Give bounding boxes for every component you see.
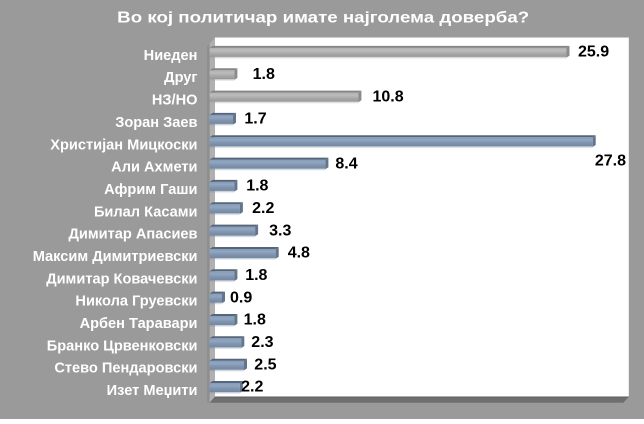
svg-text:8.4: 8.4 [335, 155, 357, 172]
svg-text:2.2: 2.2 [252, 200, 274, 217]
svg-text:Али Ахмети: Али Ахмети [111, 160, 197, 176]
svg-text:Билал Касами: Билал Касами [94, 204, 198, 220]
svg-text:Друг: Друг [164, 70, 197, 86]
svg-text:27.8: 27.8 [595, 152, 626, 169]
svg-text:Арбен Таравари: Арбен Таравари [80, 316, 198, 332]
svg-text:Изет Меџити: Изет Меџити [107, 383, 198, 399]
svg-text:0.9: 0.9 [230, 289, 252, 306]
svg-text:1.8: 1.8 [246, 178, 268, 195]
svg-text:Димитар Ковачевски: Димитар Ковачевски [46, 271, 197, 287]
svg-text:4.8: 4.8 [288, 245, 310, 262]
svg-text:2.2: 2.2 [241, 379, 263, 396]
svg-text:1.8: 1.8 [245, 267, 267, 284]
svg-text:2.5: 2.5 [254, 356, 276, 373]
svg-text:Бранко Црвенковски: Бранко Црвенковски [47, 338, 198, 354]
svg-text:1.7: 1.7 [244, 111, 266, 128]
svg-text:Стево Пендаровски: Стево Пендаровски [54, 361, 197, 377]
svg-text:3.3: 3.3 [269, 222, 291, 239]
svg-text:Максим Димитриевски: Максим Димитриевски [33, 249, 198, 265]
svg-text:Во кој политичар имате најголе: Во кој политичар имате најголема доверба… [117, 10, 529, 27]
svg-text:НЗ/НО: НЗ/НО [152, 93, 198, 109]
svg-text:10.8: 10.8 [373, 88, 404, 105]
svg-text:25.9: 25.9 [578, 44, 609, 61]
svg-text:Африм Гаши: Африм Гаши [104, 182, 197, 198]
svg-text:1.8: 1.8 [244, 312, 266, 329]
svg-text:Ниеден: Ниеден [144, 48, 198, 64]
svg-text:1.8: 1.8 [253, 66, 275, 83]
svg-text:Димитар Апасиев: Димитар Апасиев [68, 227, 197, 243]
svg-text:Христијан Мицкоски: Христијан Мицкоски [50, 137, 197, 153]
svg-text:Никола Груевски: Никола Груевски [75, 294, 197, 310]
svg-text:2.3: 2.3 [251, 334, 273, 351]
svg-text:Зоран Заев: Зоран Заев [115, 115, 197, 131]
